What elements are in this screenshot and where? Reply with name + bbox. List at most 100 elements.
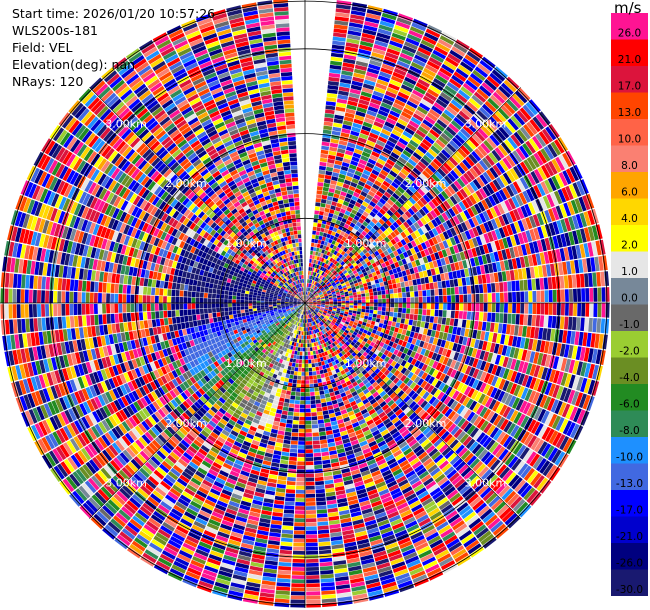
- range-gate: [325, 491, 336, 497]
- range-gate: [335, 247, 340, 252]
- range-gate: [455, 203, 463, 213]
- range-gate: [408, 196, 417, 205]
- range-gate: [288, 464, 297, 470]
- range-gate: [402, 303, 407, 308]
- range-gate: [315, 251, 319, 256]
- range-gate: [289, 448, 298, 453]
- range-gate: [305, 518, 317, 523]
- range-gate: [511, 280, 516, 292]
- range-gate: [305, 493, 316, 498]
- range-gate: [438, 135, 449, 146]
- range-gate: [397, 208, 405, 216]
- range-gate: [365, 13, 381, 20]
- range-gate: [486, 209, 494, 220]
- range-gate: [507, 118, 519, 131]
- range-gate: [447, 185, 456, 195]
- range-gate: [404, 127, 415, 136]
- range-gate: [466, 311, 472, 320]
- range-gate: [490, 94, 503, 107]
- range-gate: [276, 578, 291, 583]
- range-gate: [352, 277, 357, 282]
- range-gate: [317, 529, 330, 534]
- range-gate: [358, 233, 365, 240]
- range-gate: [448, 255, 454, 264]
- range-gate: [514, 90, 528, 104]
- range-gate: [363, 283, 368, 287]
- range-gate: [547, 177, 557, 192]
- range-gate: [293, 542, 305, 547]
- range-gate: [469, 167, 479, 178]
- range-gate: [340, 191, 347, 197]
- range-gate: [391, 321, 397, 327]
- range-gate: [299, 408, 305, 413]
- range-gate: [313, 272, 317, 277]
- range-gate: [347, 225, 354, 232]
- range-gate: [435, 98, 448, 109]
- range-gate: [509, 210, 517, 222]
- range-gate: [371, 240, 378, 247]
- range-gate: [514, 325, 519, 336]
- range-gate: [502, 187, 511, 199]
- range-gate: [442, 288, 447, 296]
- range-gate: [333, 236, 338, 242]
- range-gate: [494, 228, 502, 240]
- range-gate: [484, 78, 497, 91]
- range-gate: [326, 162, 334, 168]
- range-gate: [340, 165, 349, 172]
- range-gate: [388, 269, 394, 275]
- range-gate: [353, 191, 360, 198]
- range-gate: [386, 265, 392, 271]
- range-gate: [340, 208, 346, 214]
- range-gate: [462, 159, 472, 170]
- range-gate: [317, 284, 321, 288]
- range-gate: [422, 95, 435, 105]
- range-gate: [397, 197, 405, 205]
- range-gate: [362, 248, 368, 255]
- range-gate: [319, 435, 327, 440]
- range-gate: [305, 437, 313, 441]
- range-gate: [375, 221, 382, 228]
- range-gate: [328, 150, 337, 156]
- range-gate: [504, 292, 508, 303]
- range-gate: [506, 99, 519, 112]
- range-gate: [341, 236, 347, 242]
- range-gate: [306, 327, 308, 331]
- range-gate: [285, 493, 295, 498]
- range-gate: [314, 387, 319, 392]
- range-gate: [411, 182, 420, 191]
- range-gate: [310, 271, 314, 276]
- range-gate: [302, 327, 304, 331]
- range-gate: [378, 278, 384, 283]
- range-gate: [278, 566, 292, 571]
- range-gate: [292, 550, 305, 555]
- range-gate: [460, 211, 468, 222]
- range-gate: [329, 273, 334, 277]
- range-gate: [567, 275, 573, 289]
- range-gate: [425, 283, 430, 290]
- range-gate: [392, 192, 400, 200]
- range-gate: [293, 371, 298, 376]
- range-gate: [407, 274, 412, 281]
- range-gate: [290, 591, 305, 596]
- range-gate: [331, 263, 336, 269]
- range-gate: [406, 218, 413, 227]
- range-gate: [412, 213, 420, 222]
- range-gate: [550, 141, 562, 156]
- range-gate: [316, 282, 319, 287]
- range-gate: [457, 223, 465, 233]
- range-gate: [323, 241, 328, 246]
- range-gate: [415, 259, 421, 267]
- range-gate: [353, 205, 360, 212]
- range-gate: [548, 222, 556, 236]
- range-gate: [359, 265, 365, 271]
- range-gate: [512, 303, 517, 314]
- range-gate: [456, 327, 462, 336]
- range-gate: [374, 279, 380, 284]
- range-gate: [319, 266, 324, 271]
- range-gate: [338, 212, 345, 218]
- range-gate: [530, 154, 540, 168]
- range-gate: [356, 184, 364, 191]
- range-gate: [346, 206, 353, 213]
- range-gate: [337, 304, 342, 307]
- range-gate: [333, 32, 347, 38]
